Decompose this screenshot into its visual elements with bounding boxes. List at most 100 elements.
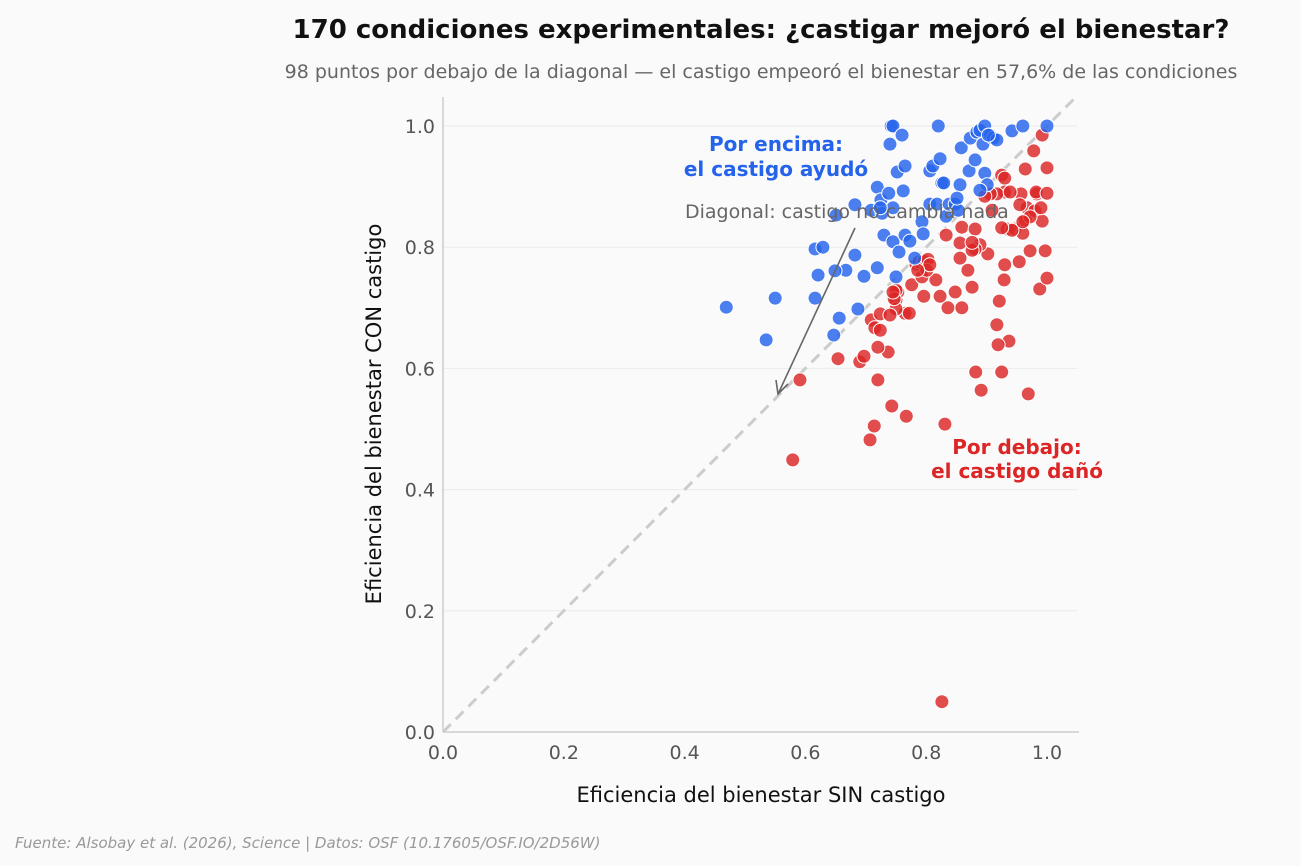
point-below-diagonal <box>996 272 1012 288</box>
point-above-diagonal <box>891 244 907 260</box>
point-above-diagonal <box>888 269 904 285</box>
point-below-diagonal <box>991 293 1007 309</box>
point-below-diagonal <box>940 300 956 316</box>
point-above-diagonal <box>885 118 901 134</box>
point-above-diagonal <box>826 327 842 343</box>
point-above-diagonal <box>967 152 983 168</box>
y-axis-label: Eficiencia del bienestar CON castigo <box>362 224 386 605</box>
point-below-diagonal <box>882 307 898 323</box>
point-above-diagonal <box>980 127 996 143</box>
point-below-diagonal <box>967 221 983 237</box>
point-above-diagonal <box>882 136 898 152</box>
annotation-below-line1: Por debajo: <box>952 435 1082 459</box>
point-below-diagonal <box>1002 184 1018 200</box>
point-above-diagonal <box>1039 118 1055 134</box>
point-below-diagonal <box>997 170 1013 186</box>
point-above-diagonal <box>907 250 923 266</box>
point-above-diagonal <box>930 118 946 134</box>
point-below-diagonal <box>901 305 917 321</box>
point-above-diagonal <box>895 183 911 199</box>
y-tick-label: 0.2 <box>405 601 435 623</box>
point-below-diagonal <box>947 284 963 300</box>
y-tick-label: 0.0 <box>405 722 435 744</box>
point-below-diagonal <box>1037 243 1053 259</box>
annotation-below-line2: el castigo dañó <box>931 459 1103 483</box>
point-above-diagonal <box>881 185 897 201</box>
point-below-diagonal <box>1033 200 1049 216</box>
point-below-diagonal <box>937 416 953 432</box>
point-below-diagonal <box>1026 143 1042 159</box>
point-below-diagonal <box>984 202 1000 218</box>
point-below-diagonal <box>1022 243 1038 259</box>
y-tick-label: 0.4 <box>405 480 435 502</box>
point-above-diagonal <box>869 260 885 276</box>
annotation-above-line2: el castigo ayudó <box>684 157 868 181</box>
point-below-diagonal <box>1032 281 1048 297</box>
point-above-diagonal <box>847 247 863 263</box>
point-above-diagonal <box>897 158 913 174</box>
point-below-diagonal <box>1039 160 1055 176</box>
x-tick-label: 1.0 <box>1032 742 1062 764</box>
point-above-diagonal <box>1015 118 1031 134</box>
point-below-diagonal <box>952 250 968 266</box>
annotation-diagonal: Diagonal: castigo no cambia nada <box>685 201 1009 223</box>
point-below-diagonal <box>1039 185 1055 201</box>
point-below-diagonal <box>884 398 900 414</box>
point-below-diagonal <box>1020 386 1036 402</box>
point-above-diagonal <box>902 233 918 249</box>
point-below-diagonal <box>862 432 878 448</box>
point-above-diagonal <box>972 182 988 198</box>
point-above-diagonal <box>810 267 826 283</box>
point-above-diagonal <box>953 140 969 156</box>
point-above-diagonal <box>952 177 968 193</box>
point-below-diagonal <box>934 694 950 710</box>
y-tick-label: 0.8 <box>405 237 435 259</box>
point-below-diagonal <box>964 234 980 250</box>
point-below-diagonal <box>1017 161 1033 177</box>
point-above-diagonal <box>767 290 783 306</box>
chart-subtitle: 98 puntos por debajo de la diagonal — el… <box>285 61 1238 83</box>
x-tick-label: 0.8 <box>911 742 941 764</box>
point-above-diagonal <box>894 127 910 143</box>
point-above-diagonal <box>949 190 965 206</box>
point-below-diagonal <box>994 220 1010 236</box>
point-above-diagonal <box>856 268 872 284</box>
points <box>718 118 1055 710</box>
y-tick-label: 0.6 <box>405 358 435 380</box>
point-below-diagonal <box>928 272 944 288</box>
point-below-diagonal <box>785 452 801 468</box>
arrow <box>775 227 856 396</box>
point-above-diagonal <box>758 332 774 348</box>
point-below-diagonal <box>898 408 914 424</box>
point-below-diagonal <box>856 348 872 364</box>
point-below-diagonal <box>989 317 1005 333</box>
diagonal-line <box>441 94 1079 734</box>
chart-title: 170 condiciones experimentales: ¿castiga… <box>293 15 1230 45</box>
point-below-diagonal <box>968 364 984 380</box>
arrow-head-icon <box>775 379 789 396</box>
point-below-diagonal <box>932 288 948 304</box>
point-below-diagonal <box>870 372 886 388</box>
y-ticks: 0.0 0.2 0.4 0.6 0.8 1.0 <box>405 116 435 744</box>
point-below-diagonal <box>904 277 920 293</box>
point-below-diagonal <box>1012 197 1028 213</box>
point-below-diagonal <box>870 339 886 355</box>
x-axis-label: Eficiencia del bienestar SIN castigo <box>577 783 946 807</box>
arrow-shaft <box>778 227 856 393</box>
point-below-diagonal <box>792 372 808 388</box>
point-above-diagonal <box>872 200 888 216</box>
point-above-diagonal <box>828 207 844 223</box>
point-below-diagonal <box>994 364 1010 380</box>
point-below-diagonal <box>916 288 932 304</box>
point-below-diagonal <box>938 227 954 243</box>
point-below-diagonal <box>973 382 989 398</box>
point-below-diagonal <box>866 418 882 434</box>
point-below-diagonal <box>990 337 1006 353</box>
point-above-diagonal <box>936 175 952 191</box>
y-tick-label: 1.0 <box>405 116 435 138</box>
point-below-diagonal <box>885 284 901 300</box>
point-above-diagonal <box>932 151 948 167</box>
point-below-diagonal <box>997 257 1013 273</box>
x-ticks: 0.0 0.2 0.4 0.6 0.8 1.0 <box>428 742 1062 764</box>
